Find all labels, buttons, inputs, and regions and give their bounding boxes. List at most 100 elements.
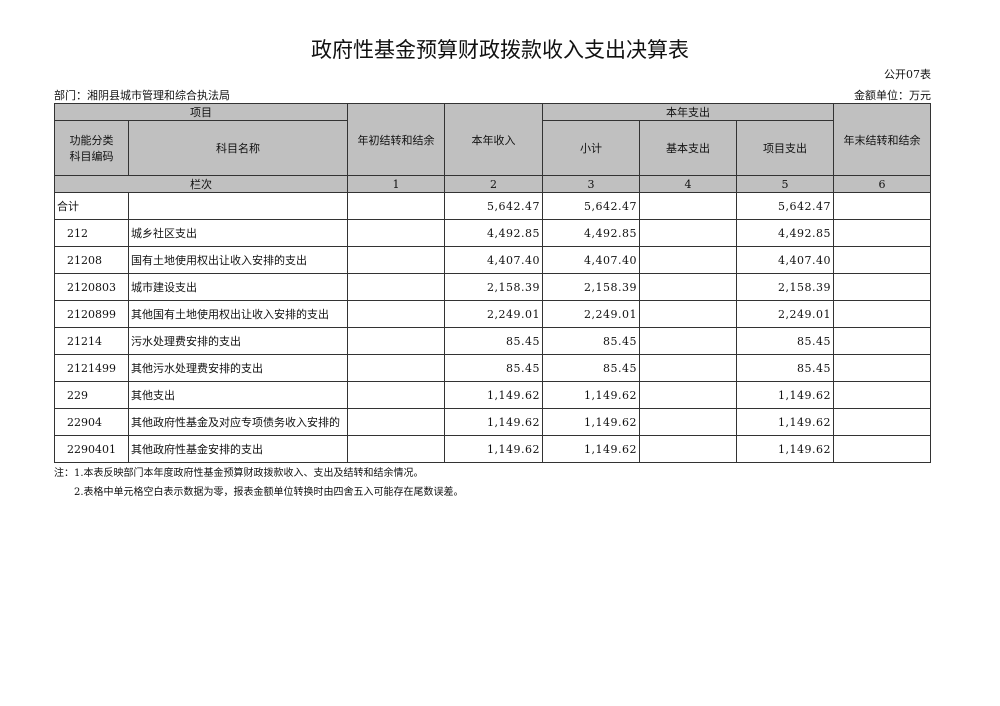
cell-subtotal: 4,492.85 bbox=[542, 219, 640, 247]
cell-carry-in bbox=[347, 381, 445, 409]
cell-carry-out bbox=[833, 192, 931, 220]
col-num: 3 bbox=[542, 175, 640, 193]
cell-basic bbox=[639, 300, 737, 328]
cell-basic bbox=[639, 219, 737, 247]
cell-name: 城市建设支出 bbox=[128, 273, 348, 301]
col-num: 2 bbox=[444, 175, 543, 193]
cell-carry-out bbox=[833, 354, 931, 382]
budget-table: 项目 年初结转和结余 本年收入 本年支出 年末结转和结余 功能分类 科目编码 科目… bbox=[54, 103, 931, 463]
cell-subtotal: 1,149.62 bbox=[542, 381, 640, 409]
header-code-line2: 科目编码 bbox=[69, 150, 114, 163]
cell-name: 污水处理费安排的支出 bbox=[128, 327, 348, 355]
note-1: 注：1.本表反映部门本年度政府性基金预算财政拨款收入、支出及结转和结余情况。 bbox=[54, 468, 424, 479]
table-row: 2120899 其他国有土地使用权出让收入安排的支出 2,249.01 2,249.0… bbox=[54, 300, 931, 328]
table-row: 2121499 其他污水处理费安排的支出 85.45 85.45 85.45 bbox=[54, 354, 931, 382]
cell-project: 2,249.01 bbox=[736, 300, 834, 328]
table-row: 21214 污水处理费安排的支出 85.45 85.45 85.45 bbox=[54, 327, 931, 355]
cell-name bbox=[128, 192, 348, 220]
cell-project: 4,492.85 bbox=[736, 219, 834, 247]
cell-income: 2,158.39 bbox=[444, 273, 543, 301]
cell-basic bbox=[639, 246, 737, 274]
cell-basic bbox=[639, 273, 737, 301]
cell-carry-out bbox=[833, 300, 931, 328]
cell-income: 85.45 bbox=[444, 327, 543, 355]
cell-carry-in bbox=[347, 327, 445, 355]
cell-income: 4,407.40 bbox=[444, 246, 543, 274]
cell-name: 其他污水处理费安排的支出 bbox=[128, 354, 348, 382]
cell-code: 22904 bbox=[54, 408, 129, 436]
form-number: 公开07表 bbox=[884, 68, 931, 81]
cell-carry-in bbox=[347, 246, 445, 274]
department: 部门：湘阴县城市管理和综合执法局 bbox=[54, 89, 230, 102]
header-carry-in: 年初结转和结余 bbox=[347, 103, 445, 176]
cell-project: 1,149.62 bbox=[736, 381, 834, 409]
cell-carry-in bbox=[347, 192, 445, 220]
cell-project: 2,158.39 bbox=[736, 273, 834, 301]
cell-subtotal: 2,158.39 bbox=[542, 273, 640, 301]
cell-subtotal: 2,249.01 bbox=[542, 300, 640, 328]
table-row: 21208 国有土地使用权出让收入安排的支出 4,407.40 4,407.40 4,4… bbox=[54, 246, 931, 274]
cell-income: 1,149.62 bbox=[444, 435, 543, 463]
cell-carry-out bbox=[833, 327, 931, 355]
cell-code: 合计 bbox=[54, 192, 129, 220]
table-row: 2120803 城市建设支出 2,158.39 2,158.39 2,158.39 bbox=[54, 273, 931, 301]
cell-code: 21214 bbox=[54, 327, 129, 355]
cell-name: 国有土地使用权出让收入安排的支出 bbox=[128, 246, 348, 274]
cell-carry-in bbox=[347, 435, 445, 463]
col-num: 1 bbox=[347, 175, 445, 193]
cell-carry-in bbox=[347, 219, 445, 247]
cell-carry-out bbox=[833, 408, 931, 436]
cell-subtotal: 85.45 bbox=[542, 327, 640, 355]
cell-income: 2,249.01 bbox=[444, 300, 543, 328]
cell-name: 其他支出 bbox=[128, 381, 348, 409]
cell-carry-out bbox=[833, 381, 931, 409]
cell-project: 1,149.62 bbox=[736, 435, 834, 463]
col-num: 5 bbox=[736, 175, 834, 193]
cell-basic bbox=[639, 192, 737, 220]
cell-income: 1,149.62 bbox=[444, 381, 543, 409]
cell-name: 城乡社区支出 bbox=[128, 219, 348, 247]
col-num: 6 bbox=[833, 175, 931, 193]
amount-unit: 金额单位：万元 bbox=[854, 89, 931, 102]
col-num: 4 bbox=[639, 175, 737, 193]
note-2: 2.表格中单元格空白表示数据为零，报表金额单位转换时由四舍五入可能存在尾数误差。 bbox=[54, 487, 464, 498]
header-name: 科目名称 bbox=[128, 120, 348, 176]
cell-project: 85.45 bbox=[736, 327, 834, 355]
cell-project: 85.45 bbox=[736, 354, 834, 382]
cell-carry-in bbox=[347, 408, 445, 436]
cell-basic bbox=[639, 354, 737, 382]
header-carry-out: 年末结转和结余 bbox=[833, 103, 931, 176]
header-item: 项目 bbox=[54, 103, 348, 121]
table-row: 212 城乡社区支出 4,492.85 4,492.85 4,492.85 bbox=[54, 219, 931, 247]
header-expense: 本年支出 bbox=[542, 103, 834, 121]
cell-carry-out bbox=[833, 435, 931, 463]
header-income: 本年收入 bbox=[444, 103, 543, 176]
cell-carry-in bbox=[347, 354, 445, 382]
table-row: 合计 5,642.47 5,642.47 5,642.47 bbox=[54, 192, 931, 220]
cell-carry-in bbox=[347, 300, 445, 328]
header-project: 项目支出 bbox=[736, 120, 834, 176]
cell-carry-out bbox=[833, 219, 931, 247]
table-row: 2290401 其他政府性基金安排的支出 1,149.62 1,149.62 1,149… bbox=[54, 435, 931, 463]
cell-code: 2121499 bbox=[54, 354, 129, 382]
cell-basic bbox=[639, 435, 737, 463]
cell-subtotal: 1,149.62 bbox=[542, 408, 640, 436]
cell-carry-out bbox=[833, 273, 931, 301]
header-col-index: 栏次 bbox=[54, 175, 348, 193]
cell-basic bbox=[639, 408, 737, 436]
cell-project: 4,407.40 bbox=[736, 246, 834, 274]
notes: 注：1.本表反映部门本年度政府性基金预算财政拨款收入、支出及结转和结余情况。 2… bbox=[54, 464, 464, 502]
header-code: 功能分类 科目编码 bbox=[54, 120, 129, 176]
cell-code: 2120803 bbox=[54, 273, 129, 301]
cell-subtotal: 1,149.62 bbox=[542, 435, 640, 463]
cell-code: 229 bbox=[54, 381, 129, 409]
cell-income: 5,642.47 bbox=[444, 192, 543, 220]
table-row: 22904 其他政府性基金及对应专项债务收入安排的 1,149.62 1,149.62… bbox=[54, 408, 931, 436]
cell-income: 4,492.85 bbox=[444, 219, 543, 247]
cell-code: 21208 bbox=[54, 246, 129, 274]
cell-income: 1,149.62 bbox=[444, 408, 543, 436]
cell-name: 其他国有土地使用权出让收入安排的支出 bbox=[128, 300, 348, 328]
cell-subtotal: 5,642.47 bbox=[542, 192, 640, 220]
cell-code: 212 bbox=[54, 219, 129, 247]
page-title: 政府性基金预算财政拨款收入支出决算表 bbox=[311, 38, 689, 62]
